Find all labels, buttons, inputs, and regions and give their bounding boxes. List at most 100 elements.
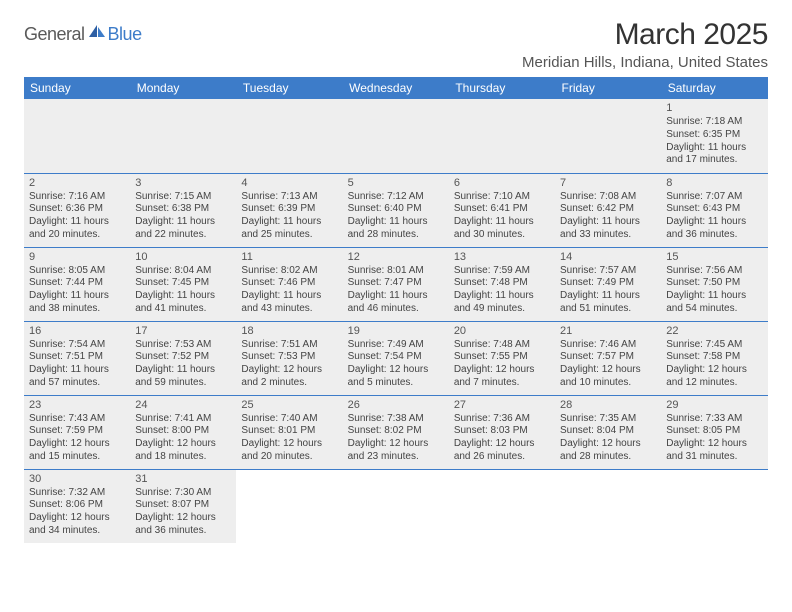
calendar-day-cell: 25Sunrise: 7:40 AMSunset: 8:01 PMDayligh… [236,395,342,469]
calendar-week-row: 9Sunrise: 8:05 AMSunset: 7:44 PMDaylight… [24,247,768,321]
day-number: 1 [666,101,762,115]
sunset-text: Sunset: 6:36 PM [29,203,125,216]
sunrise-text: Sunrise: 7:36 AM [454,413,550,426]
calendar-day-cell: 28Sunrise: 7:35 AMSunset: 8:04 PMDayligh… [555,395,661,469]
day-number: 24 [135,398,231,412]
sunset-text: Sunset: 7:52 PM [135,351,231,364]
day-number: 8 [666,176,762,190]
sunrise-text: Sunrise: 7:45 AM [666,339,762,352]
daylight-text: Daylight: 11 hours and 43 minutes. [241,290,337,316]
day-number: 4 [241,176,337,190]
sunset-text: Sunset: 7:46 PM [241,277,337,290]
calendar-day-cell: 3Sunrise: 7:15 AMSunset: 6:38 PMDaylight… [130,173,236,247]
calendar-week-row: 30Sunrise: 7:32 AMSunset: 8:06 PMDayligh… [24,469,768,543]
calendar-day-cell: 16Sunrise: 7:54 AMSunset: 7:51 PMDayligh… [24,321,130,395]
logo-text-blue: Blue [108,24,142,45]
sunset-text: Sunset: 7:57 PM [560,351,656,364]
day-number: 28 [560,398,656,412]
calendar-day-cell: 24Sunrise: 7:41 AMSunset: 8:00 PMDayligh… [130,395,236,469]
daylight-text: Daylight: 12 hours and 26 minutes. [454,438,550,464]
sunset-text: Sunset: 7:54 PM [348,351,444,364]
sunset-text: Sunset: 6:35 PM [666,129,762,142]
calendar-day-cell: 27Sunrise: 7:36 AMSunset: 8:03 PMDayligh… [449,395,555,469]
day-number: 7 [560,176,656,190]
calendar-day-cell [236,469,342,543]
daylight-text: Daylight: 11 hours and 54 minutes. [666,290,762,316]
daylight-text: Daylight: 12 hours and 7 minutes. [454,364,550,390]
day-number: 31 [135,472,231,486]
day-number: 27 [454,398,550,412]
sunrise-text: Sunrise: 7:56 AM [666,265,762,278]
calendar-day-cell: 4Sunrise: 7:13 AMSunset: 6:39 PMDaylight… [236,173,342,247]
daylight-text: Daylight: 11 hours and 30 minutes. [454,216,550,242]
calendar-table: Sunday Monday Tuesday Wednesday Thursday… [24,77,768,543]
calendar-day-cell: 1Sunrise: 7:18 AMSunset: 6:35 PMDaylight… [661,99,767,173]
daylight-text: Daylight: 11 hours and 49 minutes. [454,290,550,316]
day-number: 17 [135,324,231,338]
sunset-text: Sunset: 6:38 PM [135,203,231,216]
logo-text-general: General [24,24,85,45]
daylight-text: Daylight: 12 hours and 15 minutes. [29,438,125,464]
sunrise-text: Sunrise: 7:59 AM [454,265,550,278]
day-number: 25 [241,398,337,412]
daylight-text: Daylight: 12 hours and 20 minutes. [241,438,337,464]
daylight-text: Daylight: 11 hours and 59 minutes. [135,364,231,390]
sunrise-text: Sunrise: 7:13 AM [241,191,337,204]
day-number: 23 [29,398,125,412]
daylight-text: Daylight: 12 hours and 10 minutes. [560,364,656,390]
daylight-text: Daylight: 12 hours and 34 minutes. [29,512,125,538]
sunrise-text: Sunrise: 7:33 AM [666,413,762,426]
day-number: 6 [454,176,550,190]
day-number: 22 [666,324,762,338]
day-header: Sunday [24,77,130,99]
sunrise-text: Sunrise: 8:02 AM [241,265,337,278]
sunset-text: Sunset: 6:41 PM [454,203,550,216]
calendar-day-cell: 31Sunrise: 7:30 AMSunset: 8:07 PMDayligh… [130,469,236,543]
daylight-text: Daylight: 12 hours and 12 minutes. [666,364,762,390]
sunset-text: Sunset: 7:55 PM [454,351,550,364]
day-header: Saturday [661,77,767,99]
calendar-day-cell: 18Sunrise: 7:51 AMSunset: 7:53 PMDayligh… [236,321,342,395]
sunrise-text: Sunrise: 7:40 AM [241,413,337,426]
day-number: 5 [348,176,444,190]
sunrise-text: Sunrise: 8:04 AM [135,265,231,278]
day-header: Friday [555,77,661,99]
sunrise-text: Sunrise: 7:41 AM [135,413,231,426]
daylight-text: Daylight: 12 hours and 23 minutes. [348,438,444,464]
day-header: Monday [130,77,236,99]
daylight-text: Daylight: 12 hours and 36 minutes. [135,512,231,538]
calendar-week-row: 16Sunrise: 7:54 AMSunset: 7:51 PMDayligh… [24,321,768,395]
sunrise-text: Sunrise: 7:18 AM [666,116,762,129]
calendar-day-cell [661,469,767,543]
daylight-text: Daylight: 11 hours and 41 minutes. [135,290,231,316]
calendar-day-cell: 12Sunrise: 8:01 AMSunset: 7:47 PMDayligh… [343,247,449,321]
calendar-day-cell [555,469,661,543]
day-number: 29 [666,398,762,412]
sunset-text: Sunset: 8:03 PM [454,425,550,438]
sunrise-text: Sunrise: 8:01 AM [348,265,444,278]
day-number: 9 [29,250,125,264]
sunrise-text: Sunrise: 7:32 AM [29,487,125,500]
daylight-text: Daylight: 12 hours and 28 minutes. [560,438,656,464]
daylight-text: Daylight: 11 hours and 57 minutes. [29,364,125,390]
sunrise-text: Sunrise: 7:54 AM [29,339,125,352]
sunrise-text: Sunrise: 7:38 AM [348,413,444,426]
daylight-text: Daylight: 11 hours and 25 minutes. [241,216,337,242]
day-number: 18 [241,324,337,338]
calendar-day-cell [449,469,555,543]
daylight-text: Daylight: 12 hours and 5 minutes. [348,364,444,390]
day-number: 14 [560,250,656,264]
calendar-week-row: 1Sunrise: 7:18 AMSunset: 6:35 PMDaylight… [24,99,768,173]
calendar-day-cell: 15Sunrise: 7:56 AMSunset: 7:50 PMDayligh… [661,247,767,321]
sunset-text: Sunset: 6:43 PM [666,203,762,216]
sunrise-text: Sunrise: 7:43 AM [29,413,125,426]
calendar-day-cell: 29Sunrise: 7:33 AMSunset: 8:05 PMDayligh… [661,395,767,469]
daylight-text: Daylight: 11 hours and 20 minutes. [29,216,125,242]
sunset-text: Sunset: 8:02 PM [348,425,444,438]
daylight-text: Daylight: 11 hours and 46 minutes. [348,290,444,316]
calendar-day-cell: 11Sunrise: 8:02 AMSunset: 7:46 PMDayligh… [236,247,342,321]
calendar-day-cell: 17Sunrise: 7:53 AMSunset: 7:52 PMDayligh… [130,321,236,395]
calendar-day-cell [130,99,236,173]
calendar-day-cell [555,99,661,173]
daylight-text: Daylight: 11 hours and 38 minutes. [29,290,125,316]
